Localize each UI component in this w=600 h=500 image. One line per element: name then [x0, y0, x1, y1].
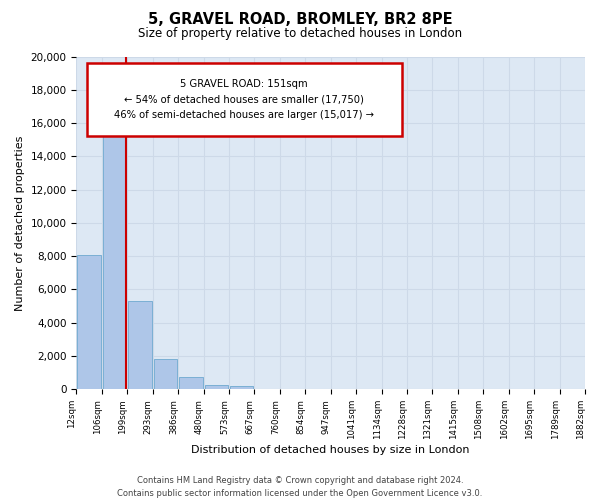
- Bar: [103, 113, 126, 390]
- Bar: [179, 377, 203, 390]
- Bar: [77, 254, 101, 390]
- Bar: [128, 301, 152, 390]
- Text: 5 GRAVEL ROAD: 151sqm
← 54% of detached houses are smaller (17,750)
46% of semi-: 5 GRAVEL ROAD: 151sqm ← 54% of detached …: [114, 79, 374, 120]
- Text: 5, GRAVEL ROAD, BROMLEY, BR2 8PE: 5, GRAVEL ROAD, BROMLEY, BR2 8PE: [148, 12, 452, 28]
- Text: Size of property relative to detached houses in London: Size of property relative to detached ho…: [138, 28, 462, 40]
- Bar: [205, 384, 228, 390]
- Text: Contains HM Land Registry data © Crown copyright and database right 2024.
Contai: Contains HM Land Registry data © Crown c…: [118, 476, 482, 498]
- Bar: [230, 386, 253, 390]
- Y-axis label: Number of detached properties: Number of detached properties: [15, 135, 25, 310]
- FancyBboxPatch shape: [86, 63, 402, 136]
- X-axis label: Distribution of detached houses by size in London: Distribution of detached houses by size …: [191, 445, 470, 455]
- Bar: [154, 360, 177, 390]
